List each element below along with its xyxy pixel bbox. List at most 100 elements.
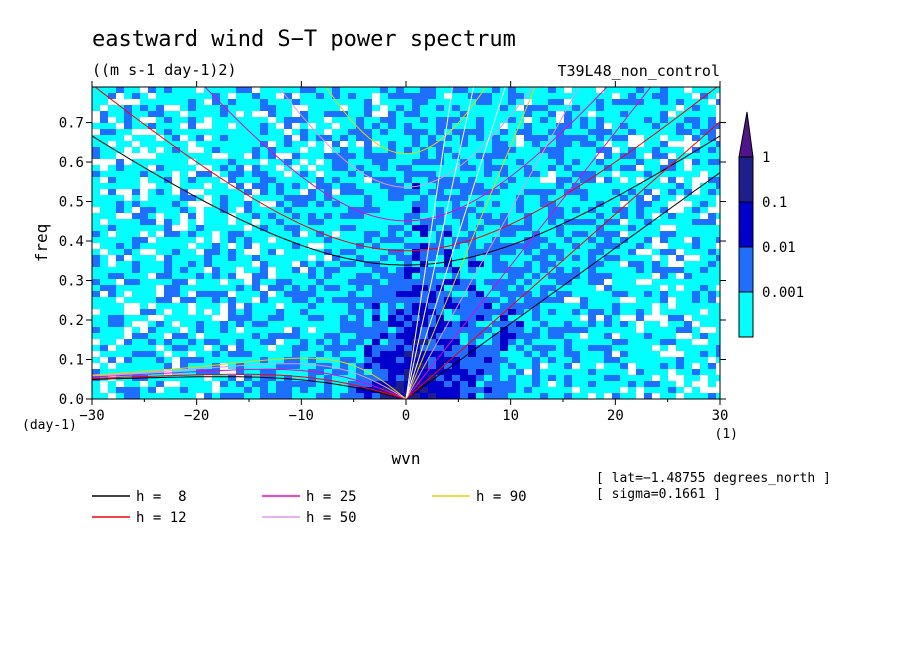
- heat-cell: [540, 207, 549, 214]
- heat-cell: [644, 315, 653, 322]
- heat-cell: [684, 387, 693, 394]
- heat-cell: [484, 339, 493, 346]
- heat-cell: [636, 333, 645, 340]
- heat-cell: [244, 141, 253, 148]
- heat-cell: [460, 171, 469, 178]
- heat-cell: [308, 225, 317, 232]
- heat-cell: [132, 177, 141, 184]
- heat-cell: [244, 243, 253, 250]
- heat-cell: [420, 321, 429, 328]
- heat-cell: [412, 351, 421, 358]
- heat-cell: [380, 291, 389, 298]
- heat-cell: [92, 165, 101, 172]
- heat-cell: [644, 369, 653, 376]
- heat-cell: [332, 327, 341, 334]
- heat-cell: [100, 111, 109, 118]
- heat-cell: [532, 201, 541, 208]
- heat-cell: [564, 159, 573, 166]
- heat-cell: [572, 141, 581, 148]
- heat-cell: [420, 135, 429, 142]
- heat-cell: [596, 111, 605, 118]
- heat-cell: [300, 111, 309, 118]
- heat-cell: [172, 177, 181, 184]
- heat-cell: [516, 111, 525, 118]
- heat-cell: [220, 261, 229, 268]
- heat-cell: [684, 375, 693, 382]
- heat-cell: [492, 213, 501, 220]
- heat-cell: [204, 183, 213, 190]
- heat-cell: [588, 321, 597, 328]
- heat-cell: [172, 345, 181, 352]
- heat-cell: [236, 189, 245, 196]
- heat-cell: [220, 165, 229, 172]
- heat-cell: [572, 159, 581, 166]
- heat-cell: [140, 189, 149, 196]
- heat-cell: [292, 159, 301, 166]
- heat-cell: [140, 153, 149, 160]
- heat-cell: [124, 243, 133, 250]
- heat-cell: [492, 237, 501, 244]
- heat-cell: [716, 351, 720, 358]
- heat-cell: [388, 207, 397, 214]
- heat-cell: [124, 249, 133, 256]
- heat-cell: [356, 333, 365, 340]
- heat-cell: [212, 153, 221, 160]
- heat-cell: [716, 243, 720, 250]
- heat-cell: [324, 243, 333, 250]
- heat-cell: [412, 231, 421, 238]
- heat-cell: [284, 327, 293, 334]
- heat-cell: [692, 333, 701, 340]
- heat-cell: [684, 87, 693, 94]
- rossby-curve-50: [92, 363, 407, 399]
- heat-cell: [580, 177, 589, 184]
- heat-cell: [708, 249, 717, 256]
- heat-cell: [700, 375, 709, 382]
- heat-cell: [252, 237, 261, 244]
- heat-cell: [604, 129, 613, 136]
- heat-cell: [404, 207, 413, 214]
- heat-cell: [508, 333, 517, 340]
- heat-cell: [300, 369, 309, 376]
- heat-cell: [580, 111, 589, 118]
- heat-cell: [668, 363, 677, 370]
- heat-cell: [228, 339, 237, 346]
- heat-cell: [308, 165, 317, 172]
- heat-cell: [636, 135, 645, 142]
- heat-cell: [92, 201, 101, 208]
- heat-cell: [252, 123, 261, 130]
- heat-cell: [228, 117, 237, 124]
- heat-cell: [220, 135, 229, 142]
- heat-cell: [188, 189, 197, 196]
- heat-cell: [404, 321, 413, 328]
- heat-cell: [620, 381, 629, 388]
- heat-cell: [108, 189, 117, 196]
- heat-cell: [196, 141, 205, 148]
- heat-cell: [388, 309, 397, 316]
- heat-cell: [572, 117, 581, 124]
- heat-cell: [476, 225, 485, 232]
- heat-cell: [148, 297, 157, 304]
- ig-curve-12: [94, 87, 718, 252]
- heat-cell: [604, 153, 613, 160]
- heat-cell: [692, 135, 701, 142]
- heat-cell: [276, 339, 285, 346]
- heat-cell: [132, 357, 141, 364]
- heat-cell: [180, 165, 189, 172]
- heat-cell: [468, 345, 477, 352]
- heat-cell: [180, 297, 189, 304]
- heat-cell: [132, 279, 141, 286]
- heat-cell: [308, 183, 317, 190]
- heat-cell: [372, 345, 381, 352]
- heat-cell: [492, 261, 501, 268]
- heat-cell: [676, 309, 685, 316]
- heat-cell: [684, 195, 693, 202]
- heat-cell: [588, 369, 597, 376]
- heat-cell: [116, 147, 125, 154]
- heat-cell: [380, 375, 389, 382]
- heat-cell: [316, 213, 325, 220]
- heat-cell: [292, 321, 301, 328]
- heat-cell: [196, 195, 205, 202]
- heat-cell: [196, 381, 205, 388]
- heat-cell: [612, 159, 621, 166]
- heat-cell: [596, 255, 605, 262]
